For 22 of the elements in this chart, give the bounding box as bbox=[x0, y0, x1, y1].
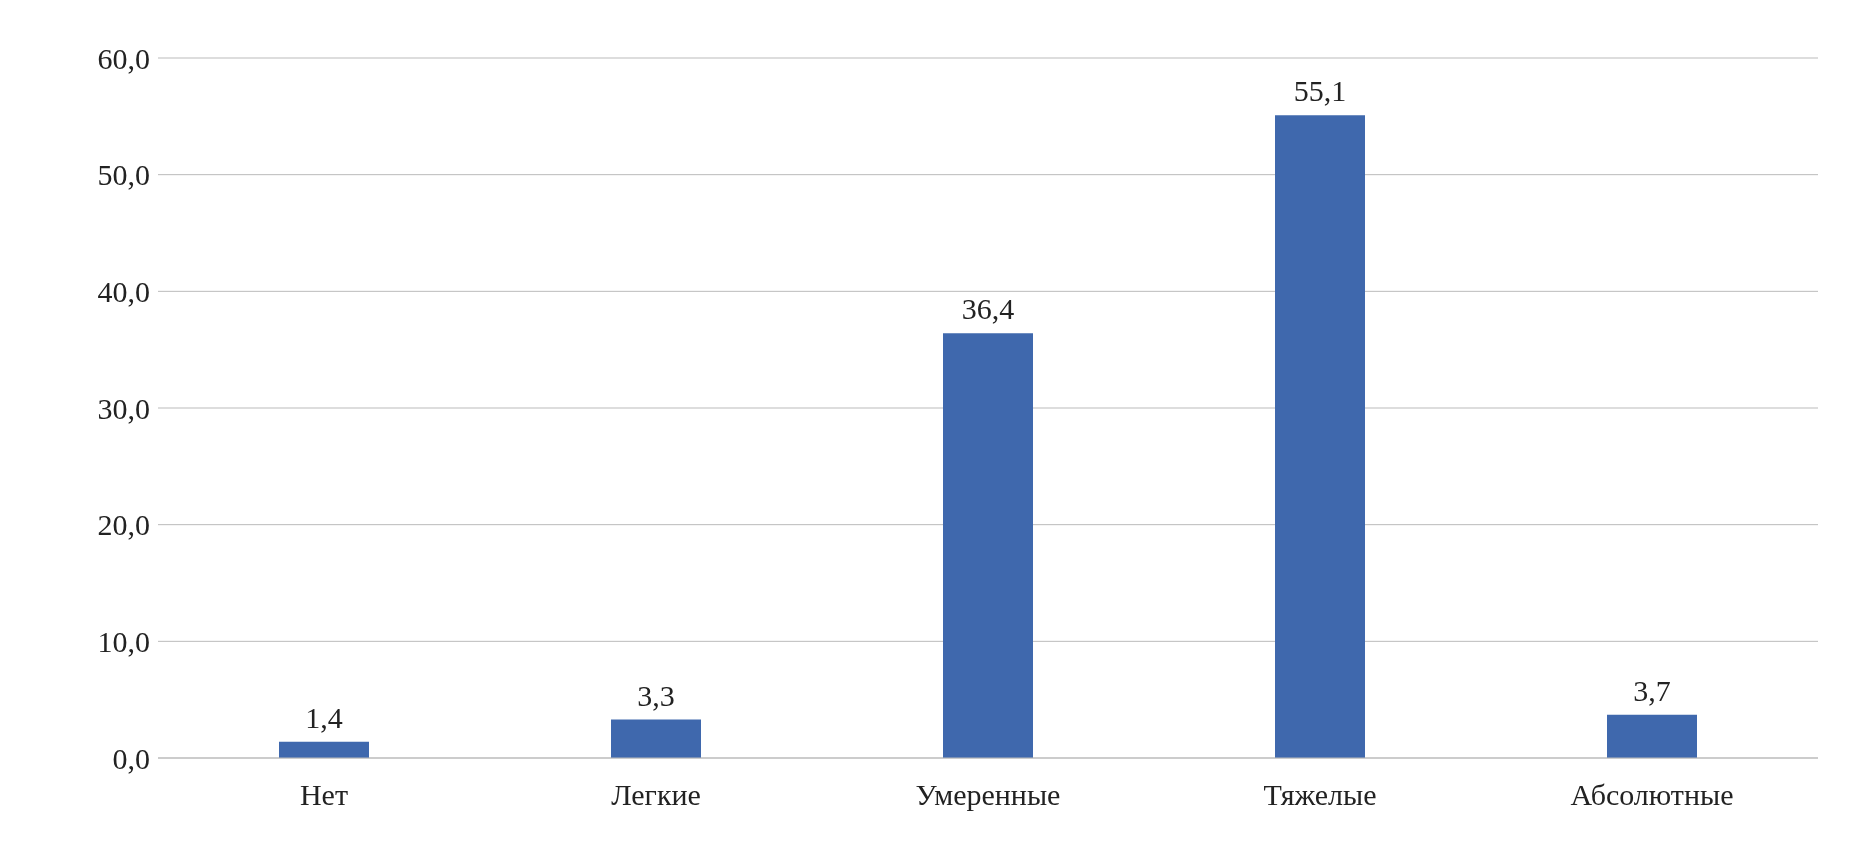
y-tick-label: 40,0 bbox=[97, 274, 150, 308]
bar bbox=[1607, 714, 1697, 758]
data-label: 36,4 bbox=[961, 292, 1015, 326]
y-tick-label: 20,0 bbox=[97, 508, 150, 542]
y-tick-label: 50,0 bbox=[97, 158, 150, 192]
bar bbox=[1275, 115, 1365, 758]
data-label: 3,7 bbox=[1633, 673, 1671, 707]
x-tick-label: Умеренные bbox=[915, 778, 1061, 812]
y-tick-label: 0,0 bbox=[112, 741, 150, 775]
y-tick-label: 60,0 bbox=[97, 41, 150, 75]
x-tick-label: Легкие bbox=[611, 778, 701, 812]
data-label: 3,3 bbox=[637, 678, 675, 712]
bar bbox=[611, 719, 701, 758]
bar bbox=[943, 333, 1033, 758]
x-tick-label: Тяжелые bbox=[1263, 778, 1377, 812]
data-label: 55,1 bbox=[1293, 74, 1347, 108]
x-tick-label: Нет bbox=[299, 778, 349, 812]
y-tick-label: 30,0 bbox=[97, 391, 150, 425]
y-tick-label: 10,0 bbox=[97, 624, 150, 658]
bar bbox=[279, 741, 369, 758]
x-tick-label: Абсолютные bbox=[1570, 778, 1734, 812]
data-label: 1,4 bbox=[305, 700, 343, 734]
